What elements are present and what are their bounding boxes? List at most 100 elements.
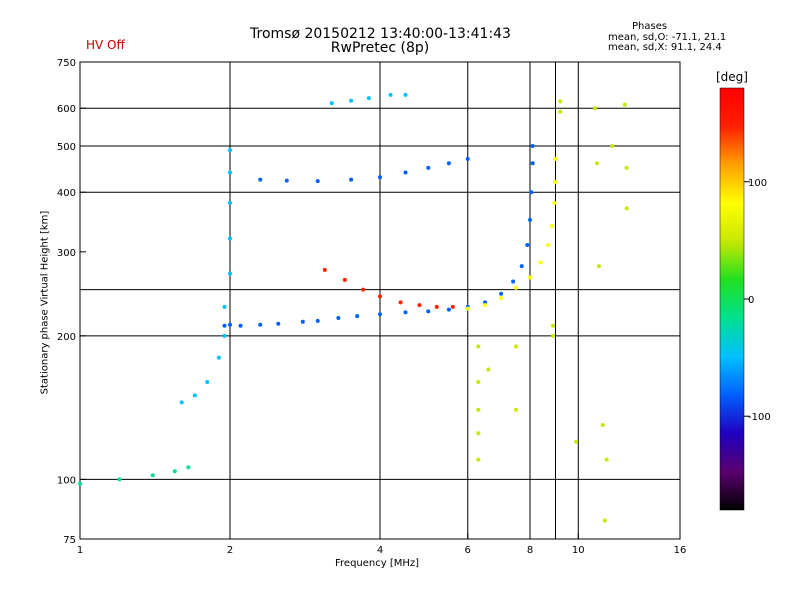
y-tick-label: 100 bbox=[57, 475, 76, 486]
data-point bbox=[622, 102, 627, 107]
data-point bbox=[530, 161, 535, 166]
data-point bbox=[476, 380, 481, 385]
data-point bbox=[514, 407, 519, 412]
data-point bbox=[417, 303, 422, 308]
data-point bbox=[336, 315, 341, 320]
data-point bbox=[596, 264, 601, 269]
data-point bbox=[511, 279, 516, 284]
data-point bbox=[238, 323, 243, 328]
x-tick-label: 1 bbox=[77, 545, 83, 556]
data-point bbox=[342, 277, 347, 282]
data-point bbox=[228, 148, 232, 153]
y-tick-label: 400 bbox=[57, 188, 76, 199]
x-axis-label: Frequency [MHz] bbox=[335, 558, 420, 569]
y-tick-label: 75 bbox=[63, 535, 76, 546]
data-point bbox=[322, 267, 327, 272]
data-point bbox=[529, 190, 534, 195]
data-point bbox=[300, 319, 305, 324]
colorbar-ticks: 100 0 -100 bbox=[744, 178, 771, 423]
y-tick-label: 600 bbox=[57, 104, 76, 115]
data-point bbox=[355, 314, 360, 319]
data-point bbox=[499, 291, 504, 296]
data-point bbox=[551, 333, 556, 338]
data-point bbox=[465, 156, 470, 161]
data-point bbox=[366, 96, 371, 101]
data-point bbox=[403, 92, 408, 97]
x-tick-label: 6 bbox=[465, 545, 471, 556]
data-point bbox=[624, 165, 629, 170]
data-point bbox=[528, 275, 532, 280]
data-point bbox=[528, 217, 532, 222]
data-point bbox=[276, 321, 281, 326]
data-point bbox=[610, 143, 615, 148]
data-point bbox=[549, 223, 554, 228]
chart-subtitle: RwPretec (8p) bbox=[330, 40, 430, 56]
x-axis-ticks: 1 2 4 6 8 10 16 bbox=[77, 533, 687, 556]
data-point bbox=[222, 304, 227, 309]
data-point bbox=[553, 180, 558, 185]
chart-title: Tromsø 20150212 13:40:00-13:41:43 bbox=[250, 26, 511, 42]
data-point bbox=[483, 303, 488, 308]
data-point bbox=[465, 306, 470, 311]
colorbar-tick-label: 100 bbox=[748, 178, 767, 189]
data-point bbox=[546, 243, 551, 248]
data-point bbox=[450, 304, 455, 309]
data-point bbox=[258, 322, 263, 327]
x-tick-label: 4 bbox=[377, 545, 383, 556]
data-point bbox=[446, 307, 451, 312]
data-point bbox=[315, 318, 320, 323]
data-point bbox=[228, 322, 232, 327]
data-point bbox=[78, 481, 82, 486]
x-tick-label: 10 bbox=[572, 545, 585, 556]
data-point bbox=[228, 170, 232, 175]
data-point bbox=[604, 457, 609, 462]
data-point bbox=[228, 236, 232, 241]
data-point bbox=[446, 161, 451, 166]
y-tick-label: 750 bbox=[57, 58, 76, 69]
data-point bbox=[403, 310, 408, 315]
data-point bbox=[258, 177, 263, 182]
data-point bbox=[205, 380, 210, 385]
data-point bbox=[558, 109, 563, 114]
data-point bbox=[388, 92, 393, 97]
data-point bbox=[476, 407, 481, 412]
data-point bbox=[538, 260, 543, 265]
data-point bbox=[378, 175, 382, 180]
data-point bbox=[476, 344, 481, 349]
data-point bbox=[186, 465, 191, 470]
data-point bbox=[361, 287, 366, 292]
data-point bbox=[398, 300, 403, 305]
data-point bbox=[150, 473, 155, 478]
data-point bbox=[530, 143, 535, 148]
phases-o-stats: mean, sd,O: -71.1, 21.1 bbox=[608, 32, 727, 43]
data-point bbox=[222, 333, 227, 338]
data-point bbox=[486, 367, 491, 372]
phases-title: Phases bbox=[632, 21, 668, 32]
y-tick-label: 200 bbox=[57, 332, 76, 343]
data-point bbox=[552, 200, 557, 205]
data-point bbox=[403, 170, 408, 175]
colorbar-unit-label: [deg] bbox=[716, 70, 748, 84]
data-point bbox=[476, 431, 481, 436]
data-point bbox=[426, 165, 431, 170]
x-tick-label: 16 bbox=[674, 545, 687, 556]
colorbar-tick-label: 0 bbox=[748, 295, 754, 306]
data-point bbox=[378, 312, 382, 317]
data-point bbox=[514, 344, 519, 349]
data-point bbox=[434, 304, 439, 309]
data-point bbox=[558, 99, 563, 104]
data-point bbox=[228, 271, 232, 276]
colorbar bbox=[719, 87, 745, 511]
data-point bbox=[216, 355, 221, 360]
data-point bbox=[349, 98, 354, 103]
data-points bbox=[78, 92, 629, 523]
data-point bbox=[284, 178, 289, 183]
data-point bbox=[592, 106, 597, 111]
data-point bbox=[222, 323, 227, 328]
y-tick-label: 500 bbox=[57, 142, 76, 153]
data-point bbox=[228, 200, 232, 205]
data-point bbox=[519, 264, 524, 269]
data-point bbox=[514, 285, 519, 290]
data-point bbox=[172, 469, 177, 474]
